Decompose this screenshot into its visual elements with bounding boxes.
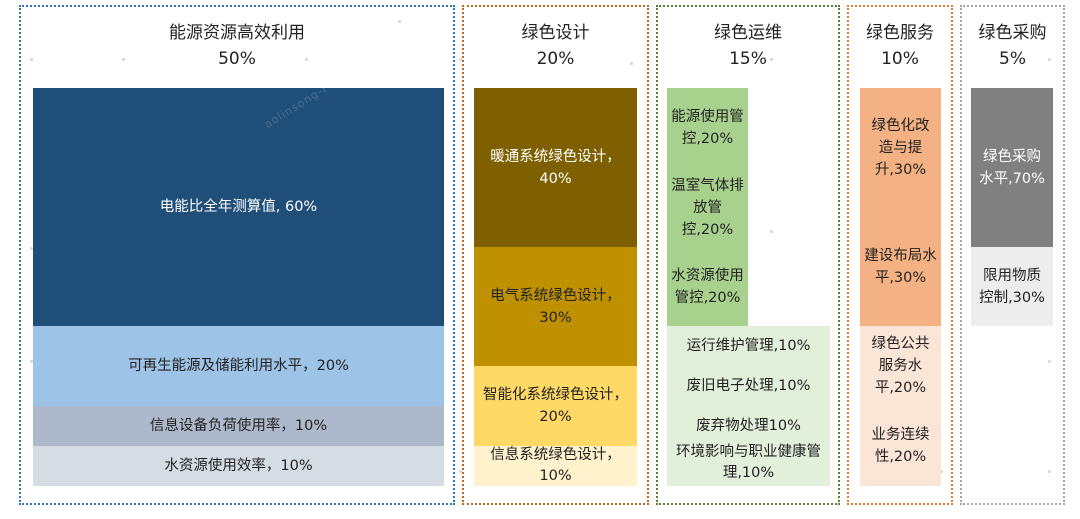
section-energy-panel — [19, 5, 455, 505]
section-ops-title: 绿色运维 — [714, 23, 782, 43]
section-ops-panel — [656, 5, 840, 505]
section-service-weight: 10% — [881, 49, 919, 69]
section-design-title: 绿色设计 — [521, 23, 590, 43]
section-service-panel — [847, 5, 953, 505]
ops-item-waste: 废弃物处理10% — [667, 406, 830, 446]
service-item-continuity: 业务连续性,20% — [860, 406, 941, 486]
ops-item-e-waste: 废旧电子处理,10% — [667, 366, 830, 406]
service-item-green-upgrade: 绿色化改造与提升,30% — [860, 88, 941, 207]
section-design-weight: 20% — [536, 49, 575, 69]
design-item-hvac: 暖通系统绿色设计，40% — [474, 88, 637, 247]
purchase-item-restricted-substances: 限用物质控制,30% — [971, 247, 1053, 326]
service-item-public-service: 绿色公共服务水平,20% — [860, 326, 941, 406]
ops-item-water-control: 水资源使用管控,20% — [667, 248, 748, 326]
section-service-title: 绿色服务 — [866, 23, 934, 43]
design-item-electrical: 电气系统绿色设计，30% — [474, 247, 637, 366]
service-item-layout: 建设布局水平,30% — [860, 207, 941, 326]
section-purchase-title: 绿色采购 — [978, 23, 1047, 43]
section-design-panel — [462, 5, 649, 505]
ops-item-energy-control: 能源使用管控,20% — [667, 88, 748, 168]
section-ops-weight: 15% — [729, 49, 767, 69]
section-purchase-panel — [960, 5, 1065, 505]
energy-item-water: 水资源使用效率，10% — [33, 446, 444, 486]
design-item-information: 信息系统绿色设计，10% — [474, 446, 637, 486]
purchase-item-green-procurement: 绿色采购水平,70% — [971, 88, 1053, 247]
section-purchase-weight: 5% — [999, 49, 1026, 69]
ops-item-ghg-control: 温室气体排放管控,20% — [667, 168, 748, 248]
section-energy-weight: 50% — [218, 49, 256, 69]
energy-item-power-ratio: 电能比全年测算值, 60% — [33, 88, 444, 326]
section-energy-title: 能源资源高效利用 — [169, 23, 305, 43]
design-item-intelligent: 智能化系统绿色设计，20% — [474, 366, 637, 446]
energy-item-renewable: 可再生能源及储能利用水平，20% — [33, 326, 444, 406]
ops-item-environment-health: 环境影响与职业健康管理,10% — [667, 440, 830, 486]
energy-item-it-load: 信息设备负荷使用率，10% — [33, 406, 444, 446]
ops-item-maintenance: 运行维护管理,10% — [667, 326, 830, 366]
